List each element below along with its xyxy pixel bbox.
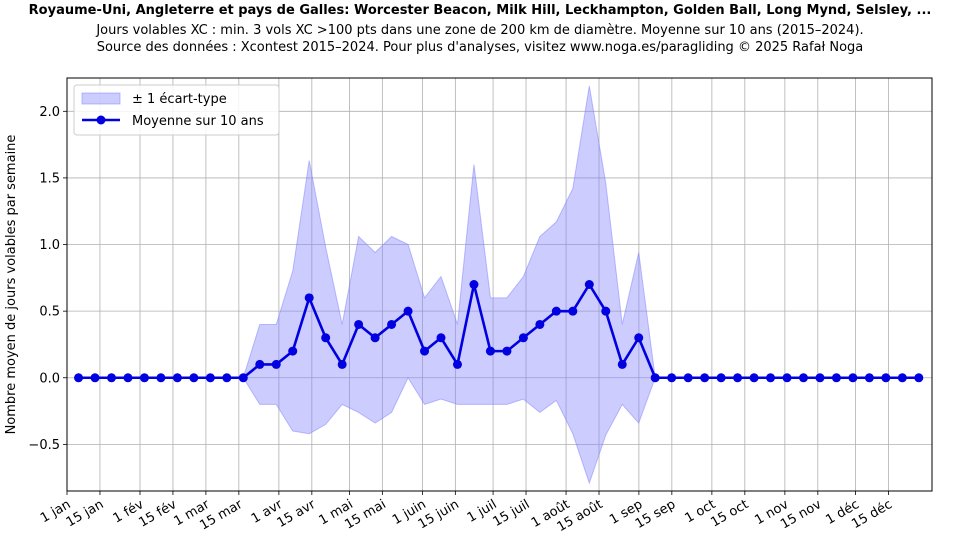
plot-frame — [66, 77, 933, 492]
x-tick-label: 15 jan — [64, 497, 107, 530]
mean-point — [617, 359, 627, 369]
mean-point — [864, 373, 874, 383]
mean-point — [634, 333, 644, 343]
legend-line-marker — [96, 115, 106, 125]
mean-point — [914, 373, 924, 383]
y-tick-label: 1.5 — [39, 171, 60, 186]
mean-point — [370, 333, 380, 343]
mean-point — [354, 319, 364, 329]
legend: ± 1 écart-type Moyenne sur 10 ans — [73, 84, 280, 136]
mean-point — [139, 373, 149, 383]
mean-point — [881, 373, 891, 383]
mean-points — [74, 280, 924, 383]
mean-line — [78, 283, 919, 380]
mean-point — [716, 373, 726, 383]
mean-point — [222, 373, 232, 383]
mean-point — [848, 373, 858, 383]
mean-point — [172, 373, 182, 383]
mean-line-layer — [78, 283, 919, 380]
mean-point — [782, 373, 792, 383]
std-band — [78, 85, 919, 485]
mean-point — [766, 373, 776, 383]
mean-point — [518, 333, 528, 343]
mean-point — [683, 373, 693, 383]
mean-point — [189, 373, 199, 383]
mean-point — [584, 280, 594, 289]
y-tick-label: 0.5 — [39, 305, 60, 320]
mean-point — [733, 373, 743, 383]
mean-point — [568, 306, 578, 316]
mean-point — [420, 346, 430, 356]
mean-point — [485, 346, 495, 356]
mean-point — [271, 359, 281, 369]
mean-point — [815, 373, 825, 383]
mean-point — [436, 333, 446, 343]
mean-point — [337, 359, 347, 369]
mean-point — [387, 319, 397, 329]
mean-point — [321, 333, 331, 343]
mean-point — [123, 373, 133, 383]
x-tick-label: 15 oct — [708, 497, 751, 530]
mean-point — [551, 306, 561, 316]
mean-point — [452, 359, 462, 369]
mean-point — [650, 373, 660, 383]
mean-point — [749, 373, 759, 383]
y-tick-label: 0.0 — [39, 371, 60, 386]
x-tick-label: 15 juil — [491, 497, 533, 530]
mean-point — [156, 373, 166, 383]
mean-point — [106, 373, 116, 383]
legend-band-swatch — [81, 92, 121, 105]
y-tick-label: 2.0 — [39, 105, 60, 120]
chart-title: Royaume-Uni, Angleterre et pays de Galle… — [28, 3, 932, 18]
chart-subtitle-line-2: Source des données : Xcontest 2015–2024.… — [96, 40, 864, 55]
mean-point — [667, 373, 677, 383]
mean-point — [700, 373, 710, 383]
legend-box — [73, 84, 280, 136]
mean-point — [831, 373, 841, 383]
std-band-layer — [78, 85, 919, 485]
x-tick-label: 15 avr — [275, 497, 319, 531]
mean-point — [238, 373, 248, 383]
mean-point — [403, 306, 413, 316]
mean-point — [469, 280, 479, 289]
mean-point — [502, 346, 512, 356]
legend-band-label: ± 1 écart-type — [132, 92, 227, 107]
mean-point — [601, 306, 611, 316]
mean-point — [798, 373, 808, 383]
y-axis-label: Nombre moyen de jours volables par semai… — [4, 135, 19, 435]
y-tick-label: 1.0 — [39, 238, 60, 253]
legend-line-label: Moyenne sur 10 ans — [132, 114, 264, 129]
grid — [66, 78, 932, 491]
mean-point — [90, 373, 100, 383]
mean-point — [74, 373, 84, 383]
mean-point — [535, 319, 545, 329]
x-tick-label: 15 fév — [136, 497, 179, 531]
y-axis-ticks: −0.5 0.0 0.5 1.0 1.5 2.0 — [28, 105, 67, 453]
mean-point — [288, 346, 298, 356]
mean-point — [255, 359, 265, 369]
mean-point — [304, 293, 314, 303]
chart-subtitle-line-1: Jours volables XC : min. 3 vols XC >100 … — [96, 23, 864, 38]
mean-point — [897, 373, 907, 383]
mean-point — [205, 373, 215, 383]
y-tick-label: −0.5 — [28, 438, 60, 453]
